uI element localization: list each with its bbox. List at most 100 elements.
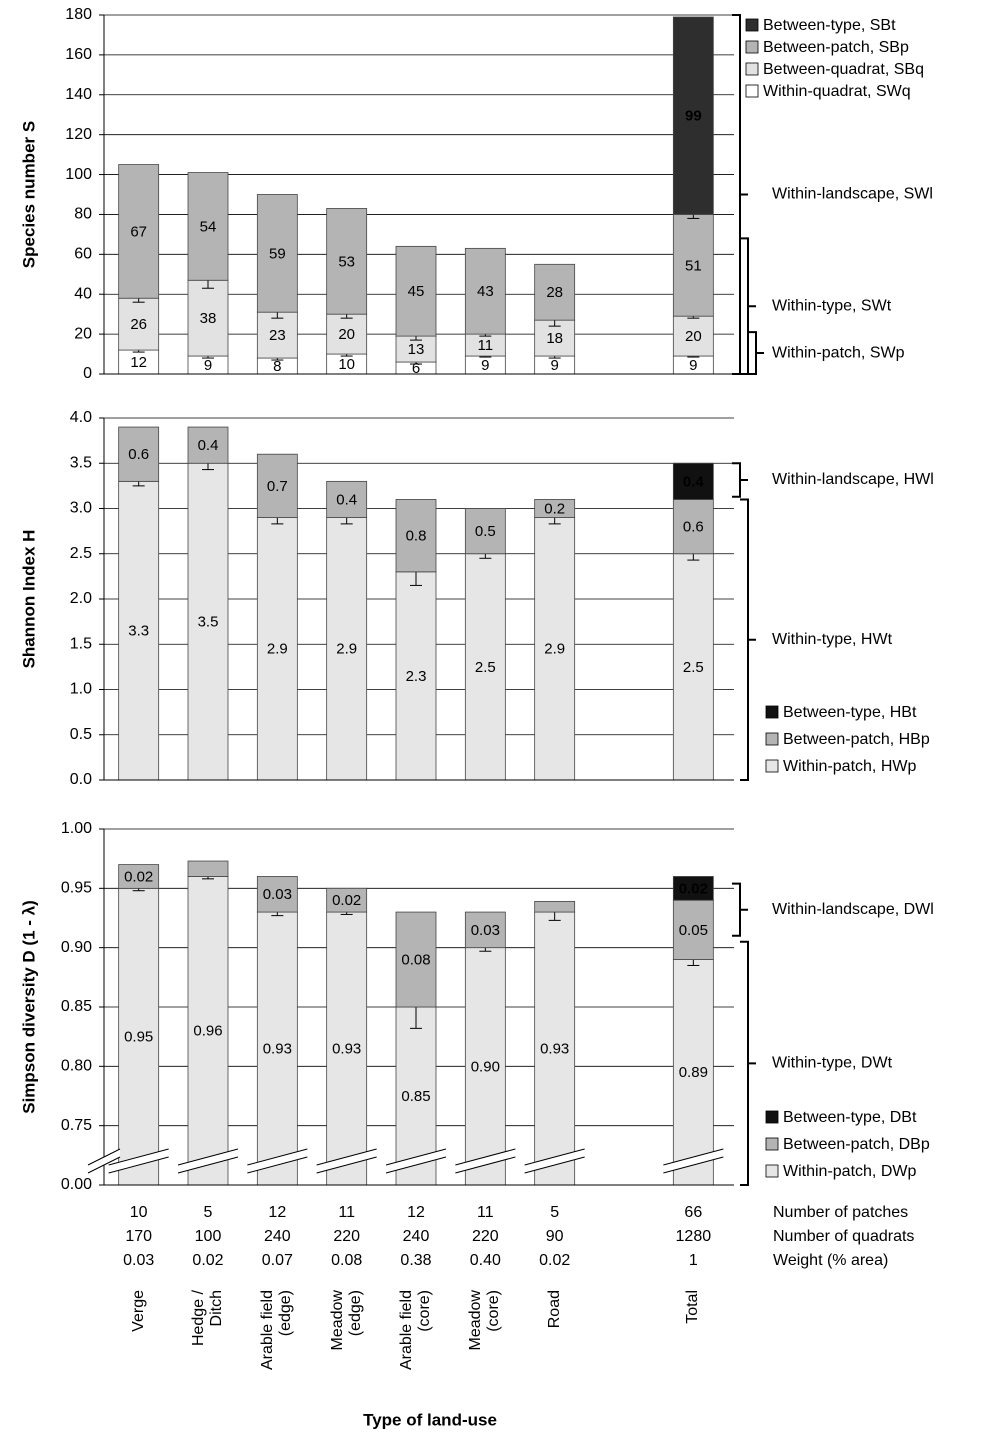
y-tick-label: 100	[65, 166, 92, 183]
value-label: 2.3	[406, 668, 427, 685]
axis-break-line	[177, 1148, 239, 1166]
y-axis-title: Species number S	[19, 121, 38, 268]
value-label: 8	[273, 358, 281, 375]
axis-break	[108, 1149, 169, 1173]
axis-break	[316, 1149, 377, 1173]
value-label: 20	[338, 326, 355, 343]
y-tick-label: 20	[74, 325, 92, 342]
bar-segment	[256, 876, 298, 913]
bracket	[732, 14, 748, 375]
legend-label: Between-patch, SBp	[763, 39, 909, 56]
value-label: 54	[200, 218, 217, 235]
bar-segment	[395, 499, 437, 573]
bracket	[732, 462, 748, 498]
bar-segment	[118, 887, 160, 1186]
bar-segment	[672, 462, 714, 500]
bar-segment	[395, 911, 437, 1008]
axis-break	[88, 1149, 120, 1173]
legend-swatch	[745, 62, 759, 76]
bar-segment	[118, 297, 160, 351]
bar-segment	[326, 911, 368, 1186]
axis-break-line	[455, 1148, 516, 1166]
x-tick-label: Hedge / Ditch	[190, 1290, 225, 1347]
legend-swatch	[765, 705, 779, 719]
value-label: 0.89	[679, 1064, 708, 1081]
bar-segment	[187, 279, 229, 357]
bar-segment	[672, 214, 714, 317]
table-cell: 12	[407, 1204, 425, 1221]
y-tick-label: 0.90	[61, 939, 92, 956]
value-label: 0.02	[332, 892, 361, 909]
y-tick-label: 0.80	[61, 1058, 92, 1075]
bar-segment	[326, 517, 368, 781]
x-axis-title: Type of land-use	[363, 1410, 497, 1429]
value-label: 11	[478, 337, 494, 354]
table-cell: 240	[264, 1228, 291, 1245]
y-tick-label: 4.0	[70, 409, 92, 426]
table-cell: 0.08	[331, 1252, 362, 1269]
table-cell: 90	[546, 1228, 564, 1245]
bracket-label: Within-landscape, DWl	[772, 901, 934, 918]
bar-segment	[672, 16, 714, 215]
axis-break	[524, 1149, 585, 1173]
value-label: 0.85	[401, 1088, 430, 1105]
value-label: 0.93	[263, 1041, 292, 1058]
value-label: 45	[408, 283, 425, 300]
legend-swatch	[765, 1137, 779, 1151]
y-tick-label: 1.0	[70, 681, 92, 698]
bar-segment	[326, 313, 368, 355]
table-cell: 0.02	[539, 1252, 570, 1269]
table-cell: 170	[125, 1228, 152, 1245]
bar-segment	[672, 899, 714, 960]
y-axis-title: Shannon Index H	[19, 530, 38, 669]
value-label: 12	[130, 354, 147, 371]
value-label: 2.5	[475, 659, 496, 676]
value-label: 0.03	[471, 922, 500, 939]
bar-segment	[118, 864, 160, 889]
y-tick-label: 0.00	[61, 1176, 92, 1193]
axis-break-line	[87, 1148, 121, 1166]
bar-segment	[187, 860, 229, 877]
legend-swatch	[765, 759, 779, 773]
legend-swatch	[765, 1110, 779, 1124]
value-label: 0.6	[128, 446, 149, 463]
bar-segment	[256, 911, 298, 1186]
axis-break-line	[247, 1148, 308, 1166]
table-row-label: Number of quadrats	[773, 1228, 914, 1245]
table-cell: 0.02	[192, 1252, 223, 1269]
value-label: 2.9	[267, 641, 288, 658]
x-tick-label: Meadow (core)	[467, 1290, 503, 1351]
x-tick-label: Total	[684, 1290, 702, 1324]
legend-label: Within-quadrat, SWq	[763, 83, 911, 100]
bracket-line	[740, 237, 756, 375]
table-cell: 12	[268, 1204, 286, 1221]
table-cell: 0.38	[400, 1252, 431, 1269]
bracket	[740, 940, 756, 1186]
bracket-label: Within-landscape, HWl	[772, 471, 934, 488]
value-label: 10	[338, 356, 355, 373]
value-label: 20	[685, 328, 702, 345]
value-label: 0.02	[679, 880, 708, 897]
legend-label: Within-patch, DWp	[783, 1163, 916, 1180]
value-label: 0.4	[198, 437, 219, 454]
value-label: 0.05	[679, 922, 708, 939]
table-cell: 100	[195, 1228, 222, 1245]
y-tick-label: 3.0	[70, 500, 92, 517]
axis-break-line	[247, 1156, 308, 1174]
legend-label: Between-type, SBt	[763, 17, 896, 34]
legend-swatch	[745, 84, 759, 98]
axis-break-line	[316, 1148, 377, 1166]
legend-label: Between-type, DBt	[783, 1109, 917, 1126]
axis-break-line	[524, 1148, 585, 1166]
value-label: 0.4	[336, 491, 357, 508]
table-cell: 0.03	[123, 1252, 154, 1269]
bar-segment	[256, 453, 298, 518]
value-label: 9	[689, 357, 697, 374]
value-label: 3.5	[198, 614, 219, 631]
y-tick-label: 0.95	[61, 880, 92, 897]
table-cell: 240	[403, 1228, 430, 1245]
axis-break-line	[524, 1156, 585, 1174]
y-tick-label: 40	[74, 285, 92, 302]
x-tick-label: Arable field (edge)	[259, 1290, 295, 1371]
